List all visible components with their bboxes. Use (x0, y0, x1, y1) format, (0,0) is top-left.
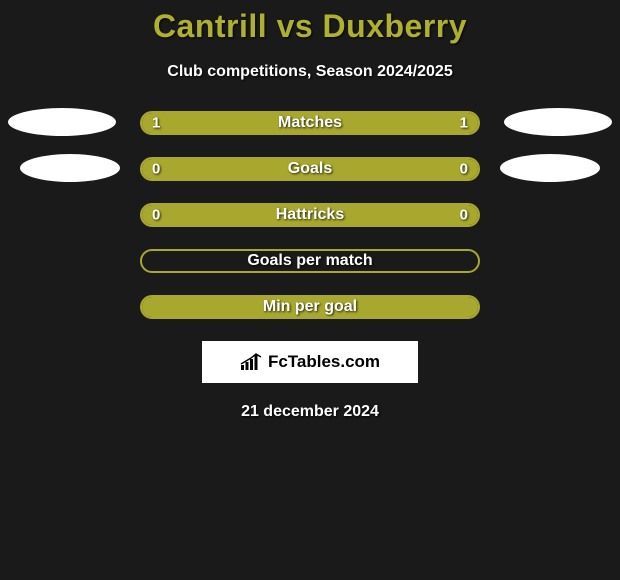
chart-icon (240, 353, 262, 371)
bar-fill-right (310, 159, 478, 179)
stat-value-right: 1 (460, 115, 468, 132)
stat-bar: 1 Matches 1 (140, 111, 480, 135)
stat-row: 1 Matches 1 (0, 111, 620, 135)
stat-bar: 0 Goals 0 (140, 157, 480, 181)
stat-bar: Goals per match (140, 249, 480, 273)
stat-value-right: 0 (460, 161, 468, 178)
stat-value-left: 1 (152, 115, 160, 132)
stat-value-left: 0 (152, 161, 160, 178)
stat-label: Goals per match (247, 252, 372, 270)
stat-bar: Min per goal (140, 295, 480, 319)
stat-label: Matches (278, 114, 342, 132)
stat-value-right: 0 (460, 207, 468, 224)
stat-row: Goals per match (0, 249, 620, 273)
stat-label: Min per goal (263, 298, 357, 316)
stat-label: Hattricks (276, 206, 344, 224)
stat-label: Goals (288, 160, 332, 178)
logo-box[interactable]: FcTables.com (202, 341, 418, 383)
logo-text: FcTables.com (268, 352, 380, 372)
stat-bar: 0 Hattricks 0 (140, 203, 480, 227)
bar-fill-left (142, 159, 310, 179)
stat-row: Min per goal (0, 295, 620, 319)
stat-row: 0 Hattricks 0 (0, 203, 620, 227)
main-container: Cantrill vs Duxberry Club competitions, … (0, 0, 620, 421)
page-title: Cantrill vs Duxberry (153, 8, 467, 45)
stats-section: 1 Matches 1 0 Goals 0 0 Hattricks 0 (0, 111, 620, 319)
footer-date: 21 december 2024 (241, 403, 379, 421)
stat-row: 0 Goals 0 (0, 157, 620, 181)
subtitle: Club competitions, Season 2024/2025 (167, 63, 452, 81)
stat-value-left: 0 (152, 207, 160, 224)
